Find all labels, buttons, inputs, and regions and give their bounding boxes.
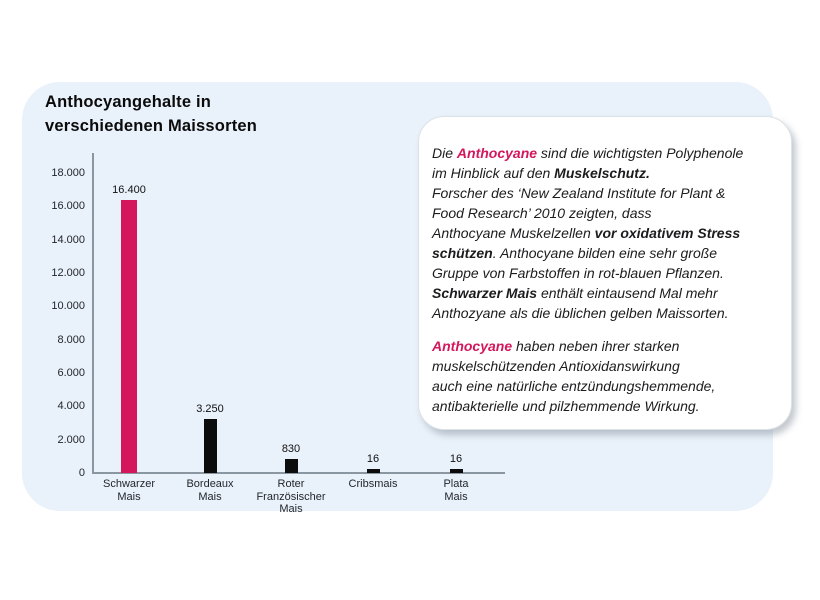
info-text-segment: sind die wichtigsten Polyphenole im Hinb… bbox=[432, 145, 744, 181]
bar-value-label: 16 bbox=[366, 453, 380, 465]
y-tick-label: 4.000 bbox=[57, 400, 85, 413]
y-tick-label: 6.000 bbox=[57, 367, 85, 379]
info-text-segment-accent: Anthocyane bbox=[432, 338, 513, 354]
x-axis-line bbox=[92, 472, 505, 474]
y-tick-label: 14.000 bbox=[51, 233, 85, 246]
info-text-segment: enthält eintausend Mal mehr Anthozyane a… bbox=[432, 285, 729, 321]
info-text-segment: haben neben ihrer starken muskelschützen… bbox=[432, 338, 716, 414]
info-text-segment-bold: Schwarzer Mais bbox=[432, 285, 538, 301]
y-axis-line bbox=[92, 153, 94, 473]
info-box: Die Anthocyane sind die wichtigsten Poly… bbox=[418, 116, 792, 430]
bar-category-label: Roter Französischer Mais bbox=[256, 478, 326, 515]
y-tick-label: 2.000 bbox=[57, 433, 85, 446]
info-paragraph-1: Die Anthocyane sind die wichtigsten Poly… bbox=[432, 143, 773, 323]
bar bbox=[366, 469, 380, 473]
info-text-segment-bold: Muskelschutz. bbox=[554, 165, 650, 181]
bar-value-label: 3.250 bbox=[196, 403, 224, 415]
chart-title: Anthocyangehalte in verschiedenen Maisso… bbox=[45, 93, 258, 135]
info-text-segment-bold: vor oxidativem Stress schützen bbox=[432, 225, 741, 261]
bar bbox=[284, 459, 298, 473]
y-tick-label: 8.000 bbox=[57, 333, 85, 346]
bar-value-label: 16 bbox=[449, 453, 463, 465]
bar-category-label: Cribsmais bbox=[348, 478, 398, 490]
y-tick-label: 18.000 bbox=[51, 167, 85, 179]
info-text-segment-accent: Anthocyane bbox=[456, 145, 538, 161]
info-paragraph-2: Anthocyane haben neben ihrer starken mus… bbox=[432, 336, 773, 416]
info-text-segment: Forscher des ‘New Zealand Institute for … bbox=[432, 185, 726, 241]
info-text-segment: . Anthocyane bilden eine sehr große Grup… bbox=[432, 245, 724, 281]
info-text-segment: Die bbox=[432, 145, 457, 161]
y-tick-label: 0 bbox=[78, 467, 85, 479]
bar bbox=[203, 419, 217, 473]
bar-value-label: 830 bbox=[281, 443, 301, 455]
bar-category-label: Plata Mais bbox=[443, 478, 469, 503]
y-tick-label: 12.000 bbox=[51, 267, 85, 279]
y-tick-label: 10.000 bbox=[51, 300, 85, 313]
bar bbox=[121, 200, 137, 473]
bar-value-label: 16.400 bbox=[112, 184, 146, 196]
bar bbox=[449, 469, 463, 473]
bar-category-label: Bordeaux Mais bbox=[186, 478, 234, 503]
bar-category-label: Schwarzer Mais bbox=[103, 478, 155, 503]
y-tick-label: 16.000 bbox=[51, 200, 85, 213]
